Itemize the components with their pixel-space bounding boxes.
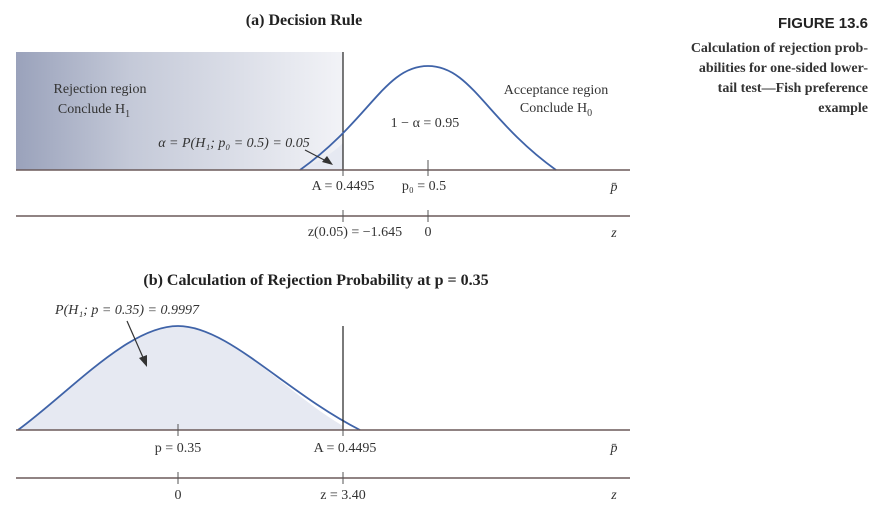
- alternative-distribution-curve: [17, 325, 361, 431]
- tick-label-A-b: A = 0.4495: [314, 441, 377, 456]
- acceptance-conclude-label: Conclude H0: [520, 101, 592, 119]
- alpha-arrow-head: [322, 156, 333, 165]
- panel-a-title: (a) Decision Rule: [246, 12, 362, 29]
- prob-arrow-shaft: [126, 320, 146, 363]
- tick-label-p: p = 0.35: [155, 441, 201, 456]
- acceptance-region-label: Acceptance region: [504, 83, 609, 98]
- alpha-tail-shade: [300, 143, 343, 170]
- rejection-region-label: Rejection region: [54, 82, 147, 97]
- null-distribution-curve: [299, 65, 557, 171]
- panel-b-title: (b) Calculation of Rejection Probability…: [143, 272, 488, 289]
- panel-b-pbar-label: p̄: [610, 441, 618, 456]
- one-minus-alpha-label: 1 − α = 0.95: [391, 116, 460, 131]
- rejection-probability-shade: [18, 326, 343, 430]
- rejection-probability-annotation: P(H₁; p = 0.35) = 0.9997: [54, 303, 200, 318]
- tick-label-zero-b: 0: [175, 488, 182, 503]
- caption-line-3: tail test—Fish preference: [718, 81, 868, 96]
- panel-a-z-label: z: [610, 226, 617, 241]
- alpha-annotation: α = P(H₁; p₀ = 0.5) = 0.05: [158, 136, 310, 151]
- tick-label-z-critical: z(0.05) = −1.645: [308, 225, 402, 240]
- caption-line-4: example: [818, 101, 868, 116]
- figure-number: FIGURE 13.6: [778, 15, 868, 32]
- tick-label-A: A = 0.4495: [312, 179, 375, 194]
- caption-line-1: Calculation of rejection prob-: [691, 41, 869, 56]
- tick-label-zero-a: 0: [425, 225, 432, 240]
- prob-arrow-head: [139, 355, 147, 367]
- caption-line-2: abilities for one-sided lower-: [699, 61, 868, 76]
- rejection-region-shade: [16, 52, 343, 170]
- panel-a-pbar-label: p̄: [610, 180, 618, 195]
- tick-label-z-b: z = 3.40: [320, 488, 366, 503]
- panel-b-z-label: z: [610, 488, 617, 503]
- tick-label-p0: p₀ = 0.5: [402, 179, 446, 194]
- rejection-conclude-label: Conclude H1: [58, 102, 130, 120]
